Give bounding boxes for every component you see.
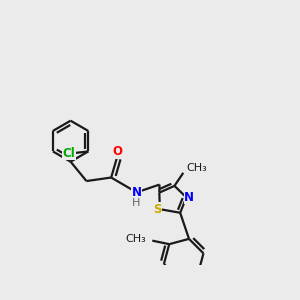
Text: CH₃: CH₃ — [187, 163, 208, 173]
Text: CH₃: CH₃ — [125, 234, 146, 244]
Text: N: N — [184, 191, 194, 204]
Text: O: O — [112, 145, 122, 158]
Text: H: H — [132, 198, 140, 208]
Text: S: S — [153, 203, 161, 216]
Text: N: N — [132, 186, 142, 199]
Text: Cl: Cl — [62, 147, 75, 160]
